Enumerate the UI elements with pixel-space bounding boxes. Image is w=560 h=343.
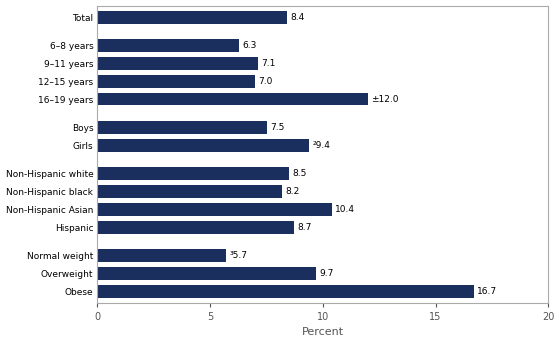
Bar: [97, 285, 474, 297]
Text: 8.2: 8.2: [286, 187, 300, 196]
Text: ±12.0: ±12.0: [371, 95, 399, 104]
Text: 9.7: 9.7: [320, 269, 334, 278]
Text: ²9.4: ²9.4: [312, 141, 330, 150]
Text: 16.7: 16.7: [477, 287, 497, 296]
Text: 7.5: 7.5: [270, 123, 284, 132]
Bar: [97, 139, 309, 152]
Text: 8.7: 8.7: [297, 223, 311, 232]
Bar: [97, 75, 255, 88]
X-axis label: Percent: Percent: [302, 328, 344, 338]
Bar: [97, 249, 226, 262]
Text: 8.4: 8.4: [290, 13, 305, 22]
Text: 7.1: 7.1: [261, 59, 276, 68]
Text: 8.5: 8.5: [292, 169, 307, 178]
Bar: [97, 39, 240, 52]
Bar: [97, 221, 293, 234]
Bar: [97, 11, 287, 24]
Bar: [97, 167, 289, 180]
Text: 6.3: 6.3: [243, 41, 257, 50]
Bar: [97, 93, 368, 106]
Bar: [97, 57, 258, 70]
Text: ³5.7: ³5.7: [230, 251, 248, 260]
Bar: [97, 185, 282, 198]
Text: 10.4: 10.4: [335, 205, 355, 214]
Bar: [97, 267, 316, 280]
Bar: [97, 203, 332, 216]
Bar: [97, 121, 267, 134]
Text: 7.0: 7.0: [259, 77, 273, 86]
